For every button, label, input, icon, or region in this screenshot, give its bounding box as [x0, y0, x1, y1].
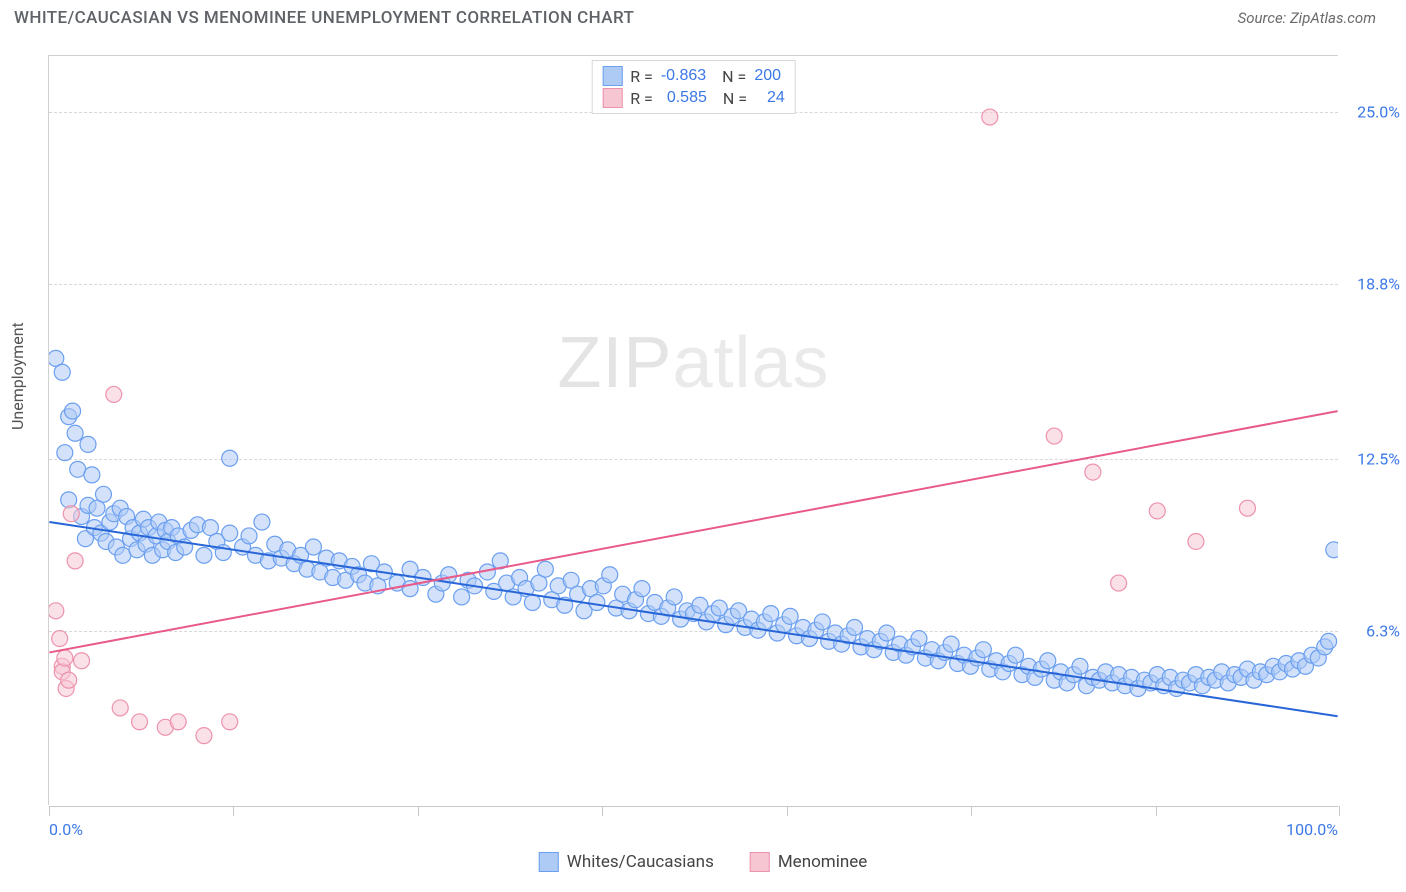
chart-title: WHITE/CAUCASIAN VS MENOMINEE UNEMPLOYMEN…	[14, 8, 634, 28]
y-axis-label: Unemployment	[8, 322, 27, 430]
y-tick-label: 12.5%	[1345, 449, 1400, 468]
y-tick-label: 18.8%	[1345, 274, 1400, 293]
legend-stats: R = -0.863 N = 200 R = 0.585 N = 24	[591, 60, 796, 114]
legend-stats-row-2: R = 0.585 N = 24	[602, 87, 785, 109]
legend-bottom: Whites/Caucasians Menominee	[539, 852, 868, 872]
y-tick-label: 25.0%	[1345, 102, 1400, 121]
plot-svg	[49, 56, 1338, 805]
legend-swatch-pink	[602, 88, 622, 108]
legend-swatch-blue-icon	[539, 852, 559, 872]
chart-area: ZIPatlas R = -0.863 N = 200 R = 0.585 N …	[48, 55, 1338, 805]
header: WHITE/CAUCASIAN VS MENOMINEE UNEMPLOYMEN…	[0, 0, 1406, 36]
legend-swatch-blue	[602, 66, 622, 86]
legend-swatch-pink-icon	[750, 852, 770, 872]
x-tick-label-min: 0.0%	[49, 820, 83, 840]
legend-item-menominee: Menominee	[750, 852, 867, 872]
legend-stats-row-1: R = -0.863 N = 200	[602, 65, 785, 87]
x-tick-label-max: 100.0%	[1286, 820, 1338, 840]
y-tick-label: 6.3%	[1345, 622, 1400, 641]
legend-item-whites: Whites/Caucasians	[539, 852, 714, 872]
source-label: Source: ZipAtlas.com	[1238, 9, 1376, 27]
